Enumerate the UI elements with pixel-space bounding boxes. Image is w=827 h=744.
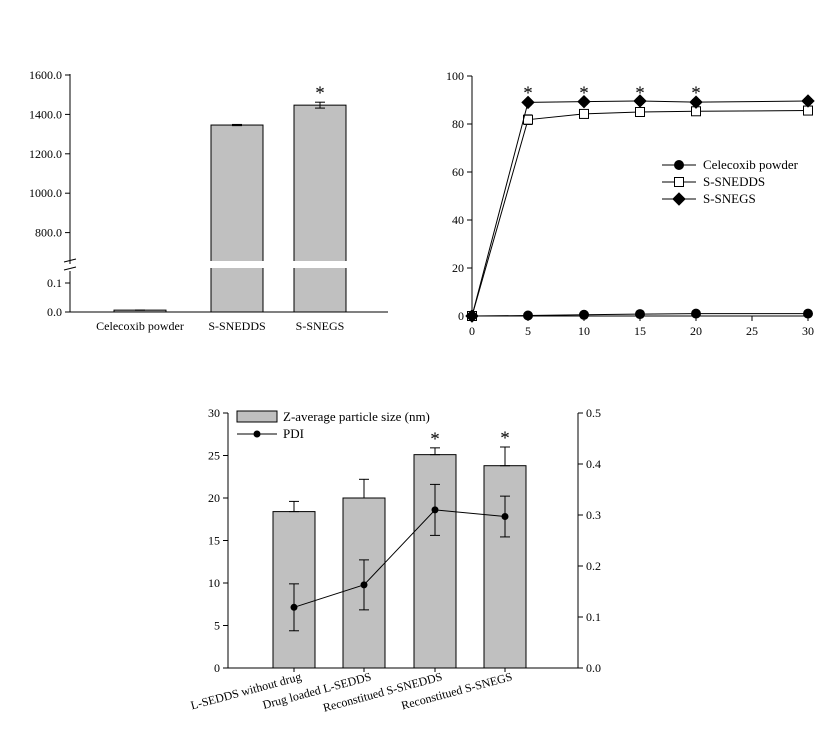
- panel-b-x-tick-label: 30: [802, 324, 814, 338]
- panel-b-y-tick-label: 0: [458, 309, 464, 323]
- panel-b-legend: Celecoxib powder S-SNEDDS S-SNEGS: [662, 157, 799, 206]
- panel-c-pdi-point: [431, 506, 439, 514]
- panel-c-bar-error: [500, 446, 510, 467]
- panel-a-y-tick-label: 800.0: [35, 226, 62, 240]
- panel-a-y-tick-label: 1200.0: [29, 147, 62, 161]
- panel-c-legend-label: Z-average particle size (nm): [283, 409, 430, 424]
- panel-b-y-tick-label: 40: [452, 213, 464, 227]
- panel-b-y-tick-label: 100: [446, 69, 464, 83]
- panel-c-y-tick-label: 15: [208, 534, 220, 548]
- panel-b-legend-label: S-SNEGS: [703, 191, 756, 206]
- panel-a-x-tick-label: S-SNEGS: [296, 319, 345, 333]
- panel-b-y-tick-label: 80: [452, 117, 464, 131]
- panel-b-legend-label: S-SNEDDS: [703, 174, 765, 189]
- panel-b-series-line: [471, 313, 808, 317]
- panel-c-legend: Z-average particle size (nm) PDI: [236, 409, 430, 441]
- panel-b-data-point: [523, 114, 533, 125]
- panel-c-y-tick-label: 0: [214, 661, 220, 675]
- panel-a-error-bar: [315, 101, 325, 109]
- panel-b-x-tick-label: 15: [634, 324, 646, 338]
- panel-c-pdi-line: [293, 509, 506, 608]
- panel-b-y-tick-label: 60: [452, 165, 464, 179]
- panel-c-bar-error: [430, 447, 440, 456]
- panel-b-data-point: [633, 94, 647, 108]
- panel-b-x-tick-label: 0: [469, 324, 475, 338]
- panel-b-data-point: [521, 95, 535, 110]
- panel-b-legend-label: Celecoxib powder: [703, 157, 799, 172]
- panel-b-significance-star: *: [691, 83, 701, 104]
- panel-a-y-tick-label: 1400.0: [29, 107, 62, 121]
- panel-a-significance-star: *: [315, 83, 325, 104]
- panel-c-y-tick-label: 25: [208, 449, 220, 463]
- panel-a-bar: [210, 124, 264, 313]
- panel-b-x-tick-label: 25: [746, 324, 758, 338]
- panel-a-chart: 1600.0 1400.0 1200.0 1000.0 800.0 0.0 0.1 Celec…: [29, 68, 388, 333]
- panel-c-y2-tick-label: 0.3: [586, 508, 601, 522]
- panel-b-significance-star: *: [579, 83, 589, 104]
- panel-b-chart: 0 20 40 60 80 100 0 5 10 15 20 25 30 * * * * Celecoxib po…: [446, 69, 815, 338]
- panel-a-y-tick-label: 1600.0: [29, 68, 62, 82]
- panel-a-x-tick-label: Celecoxib powder: [96, 319, 184, 333]
- panel-b-data-point: [579, 309, 589, 320]
- panel-b-y-tick-label: 20: [452, 261, 464, 275]
- panel-b-x-tick-label: 10: [578, 324, 590, 338]
- panel-b-x-tick-label: 5: [525, 324, 531, 338]
- panel-b-significance-star: *: [635, 83, 645, 104]
- panel-b-data-point: [691, 308, 701, 319]
- panel-b-data-point: [689, 95, 703, 109]
- panel-c-legend-marker: [253, 430, 261, 438]
- panel-c-y2-tick-label: 0.2: [586, 559, 601, 573]
- panel-b-data-point: [635, 107, 645, 117]
- panel-c-pdi-point: [360, 581, 368, 589]
- panel-c-y-tick-label: 20: [208, 491, 220, 505]
- panel-a-error-bar: [232, 123, 242, 127]
- panel-c-bar-error: [289, 500, 299, 513]
- panel-a-bar: [293, 104, 347, 313]
- panel-c-legend-bar-swatch: [236, 410, 278, 423]
- panel-b-data-point: [465, 309, 479, 323]
- panel-c-significance-star: *: [430, 429, 440, 450]
- panel-b-data-point: [803, 308, 813, 319]
- panel-c-y2-tick-label: 0.1: [586, 610, 601, 624]
- panel-c-bar-error: [359, 478, 369, 499]
- panel-a-y-tick-label: 0.0: [47, 305, 62, 319]
- panel-c-significance-star: *: [500, 428, 510, 449]
- panel-b-data-point: [635, 309, 645, 320]
- panel-a-x-tick-label: S-SNEDDS: [208, 319, 265, 333]
- panel-b-data-point: [801, 94, 815, 108]
- panel-c-y2-tick-label: 0.5: [586, 406, 601, 420]
- panel-c-y-tick-label: 10: [208, 576, 220, 590]
- panel-b-data-point: [523, 310, 533, 321]
- panel-a-axis-break-mark: [63, 258, 77, 271]
- panel-b-series-line: [471, 110, 809, 317]
- panel-c-pdi-point: [501, 513, 509, 521]
- panel-b-legend-marker: [674, 160, 684, 170]
- panel-b-legend-marker: [674, 177, 684, 187]
- panel-c-pdi-point: [290, 603, 298, 611]
- panel-c-y-tick-label: 5: [214, 619, 220, 633]
- panel-c-y-tick-label: 30: [208, 406, 220, 420]
- panel-b-data-point: [579, 108, 589, 119]
- panel-a-y-tick-label: 0.1: [47, 276, 62, 290]
- panel-b-data-point: [577, 94, 591, 109]
- panel-c-y2-tick-label: 0.0: [586, 661, 601, 675]
- panel-b-significance-star: *: [523, 83, 533, 104]
- panel-b-x-tick-label: 20: [690, 324, 702, 338]
- panel-c-y2-tick-label: 0.4: [586, 457, 601, 471]
- panel-a-bar-break-gap: [209, 261, 265, 268]
- panel-a-y-tick-label: 1000.0: [29, 186, 62, 200]
- panel-c-legend-label: PDI: [283, 426, 304, 441]
- panel-a-bar-break-gap: [292, 261, 348, 268]
- panel-b-series-line: [471, 100, 809, 317]
- panel-b-legend-marker: [672, 192, 686, 206]
